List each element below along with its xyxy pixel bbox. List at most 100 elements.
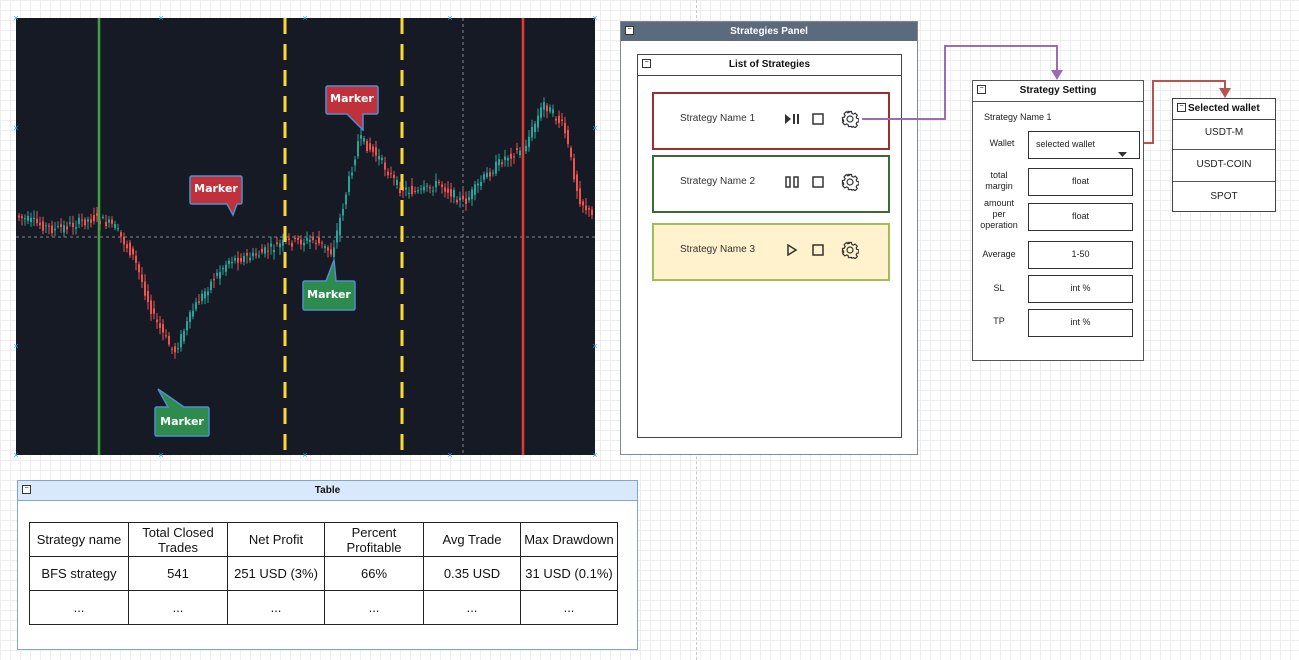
candle-body: [135, 255, 137, 263]
resize-handle[interactable]: ×: [13, 450, 19, 460]
table-row: BFS strategy 541 251 USD (3%) 66% 0.35 U…: [29, 556, 618, 591]
candle-body: [567, 130, 569, 145]
candle-body: [387, 171, 389, 176]
candle-body: [129, 242, 131, 256]
candle-body: [168, 336, 170, 345]
candle-body: [222, 268, 224, 270]
resize-handle[interactable]: ×: [302, 13, 308, 23]
connector-arrow: [1131, 80, 1226, 144]
candle-body: [429, 187, 431, 189]
candle-body: [468, 197, 470, 201]
gear-icon[interactable]: [840, 172, 860, 192]
candle-body: [264, 247, 266, 254]
marker-callout[interactable]: Marker: [154, 388, 210, 438]
marker-callout[interactable]: Marker: [325, 85, 379, 132]
candle-body: [411, 185, 413, 195]
collapse-icon[interactable]: −: [1177, 103, 1186, 112]
resize-handle[interactable]: ×: [302, 450, 308, 460]
gear-icon[interactable]: [840, 109, 860, 129]
candle-body: [60, 224, 62, 228]
stop-icon[interactable]: [808, 172, 828, 192]
wallet-option[interactable]: SPOT: [1210, 191, 1238, 202]
play-pause-icon[interactable]: [782, 109, 802, 129]
resize-handle[interactable]: ×: [13, 13, 19, 23]
resize-handle[interactable]: ×: [592, 13, 598, 23]
candle-body: [108, 219, 110, 223]
candle-body: [126, 244, 128, 249]
gear-icon[interactable]: [840, 240, 860, 260]
resize-handle[interactable]: ×: [158, 450, 164, 460]
candle-body: [384, 162, 386, 170]
average-field[interactable]: 1-50: [1028, 241, 1133, 269]
resize-handle[interactable]: ×: [158, 13, 164, 23]
strategy-card[interactable]: Strategy Name 2: [652, 155, 890, 213]
candle-body: [195, 302, 197, 310]
candle-body: [165, 335, 167, 337]
candle-body: [267, 250, 269, 252]
candle-body: [192, 310, 194, 317]
candle-body: [72, 222, 74, 227]
collapse-icon[interactable]: −: [22, 485, 31, 494]
candle-body: [141, 274, 143, 282]
candle-body: [531, 126, 533, 138]
selected-wallet-panel: Selected wallet −: [1172, 98, 1276, 212]
candle-body: [96, 213, 98, 216]
candle-body: [417, 190, 419, 192]
candle-body: [525, 145, 527, 152]
candle-body: [441, 184, 443, 187]
candle-body: [432, 190, 434, 192]
candle-body: [543, 102, 545, 110]
wallet-select[interactable]: selected wallet: [1028, 131, 1140, 159]
collapse-icon[interactable]: −: [977, 85, 986, 94]
candle-body: [318, 237, 320, 244]
table-cell: ...: [423, 590, 521, 625]
resize-handle[interactable]: ×: [447, 450, 453, 460]
candle-body: [204, 291, 206, 299]
wallet-option[interactable]: USDT-M: [1173, 117, 1275, 150]
resize-handle[interactable]: ×: [447, 13, 453, 23]
marker-callout[interactable]: Marker: [189, 175, 243, 221]
strategy-card[interactable]: Strategy Name 3: [652, 223, 890, 281]
candle-body: [420, 188, 422, 190]
candle-body: [546, 105, 548, 112]
table-cell: 541: [128, 556, 228, 591]
candle-body: [54, 228, 56, 231]
strategy-name: Strategy Name 1: [680, 113, 756, 124]
wallet-option[interactable]: USDT-COIN: [1173, 149, 1275, 182]
resize-handle[interactable]: ×: [13, 341, 19, 351]
resize-handle[interactable]: ×: [592, 341, 598, 351]
total-margin-field[interactable]: float: [1028, 168, 1133, 196]
list-title: List of Strategies: [638, 55, 901, 76]
table-cell: ...: [227, 590, 325, 625]
stop-loss-field[interactable]: int %: [1028, 275, 1133, 303]
stop-icon[interactable]: [808, 109, 828, 129]
resize-handle[interactable]: ×: [592, 123, 598, 133]
candle-body: [312, 236, 314, 241]
strategy-card[interactable]: Strategy Name 1: [652, 92, 890, 150]
play-icon[interactable]: [782, 240, 802, 260]
collapse-icon[interactable]: −: [625, 26, 634, 35]
candle-body: [399, 188, 401, 194]
candle-body: [273, 249, 275, 253]
resize-handle[interactable]: ×: [592, 450, 598, 460]
candlestick-chart[interactable]: [16, 18, 595, 455]
candle-body: [243, 256, 245, 262]
wallet-label: Wallet: [989, 138, 1015, 148]
candle-body: [75, 227, 77, 229]
candle-body: [591, 209, 593, 216]
take-profit-field[interactable]: int %: [1028, 309, 1133, 337]
collapse-icon[interactable]: −: [642, 59, 651, 68]
candle-body: [66, 226, 68, 230]
candle-body: [426, 185, 428, 187]
candle-body: [450, 189, 452, 197]
marker-callout[interactable]: Marker: [302, 258, 356, 311]
pause-icon[interactable]: [782, 172, 802, 192]
resize-handle[interactable]: ×: [13, 123, 19, 133]
candle-body: [213, 278, 215, 281]
amount-per-operation-field[interactable]: float: [1028, 203, 1133, 231]
field-label-sl: SL: [993, 283, 1005, 293]
candle-body: [480, 181, 482, 187]
stop-icon[interactable]: [808, 240, 828, 260]
candle-body: [516, 148, 518, 150]
